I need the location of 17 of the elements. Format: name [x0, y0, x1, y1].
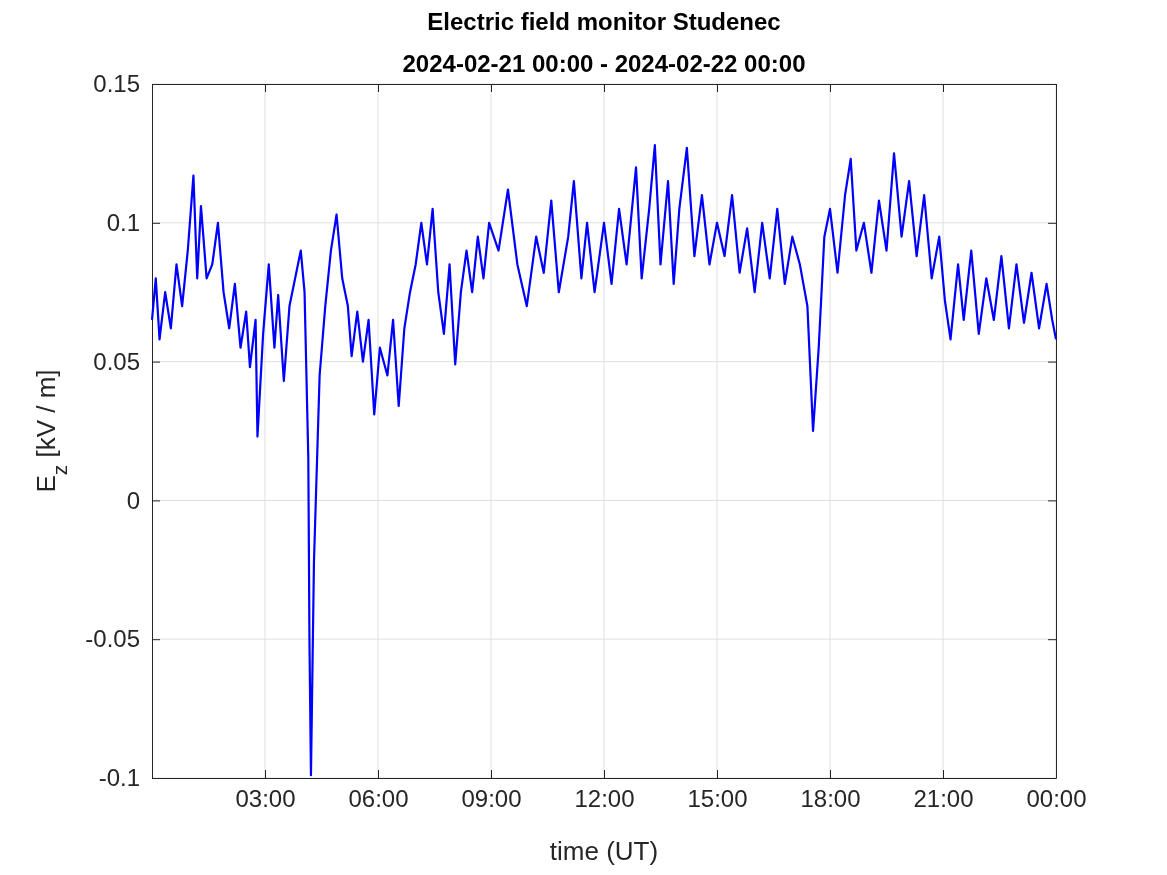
x-tick-label: 18:00 [800, 785, 861, 813]
y-tick-label: 0.05 [93, 347, 140, 375]
y-tick-label: -0.1 [98, 764, 140, 792]
y-tick-label: -0.05 [85, 625, 140, 653]
chart-title: Electric field monitor Studenec [427, 8, 781, 35]
x-tick-label: 21:00 [913, 785, 974, 813]
y-tick-label: 0.1 [106, 208, 140, 236]
x-axis-title: time (UT) [549, 836, 659, 866]
x-tick-label: 09:00 [461, 785, 522, 813]
x-tick-label: 15:00 [687, 785, 748, 813]
x-tick-label: 06:00 [348, 785, 409, 813]
chart-subtitle: 2024-02-21 00:00 - 2024-02-22 00:00 [402, 50, 806, 77]
y-tick-label: 0.15 [93, 70, 140, 98]
x-tick-label: 12:00 [574, 785, 635, 813]
x-tick-label: 00:00 [1026, 785, 1087, 813]
y-tick-label: 0 [126, 486, 140, 514]
x-tick-label: 03:00 [235, 785, 296, 813]
